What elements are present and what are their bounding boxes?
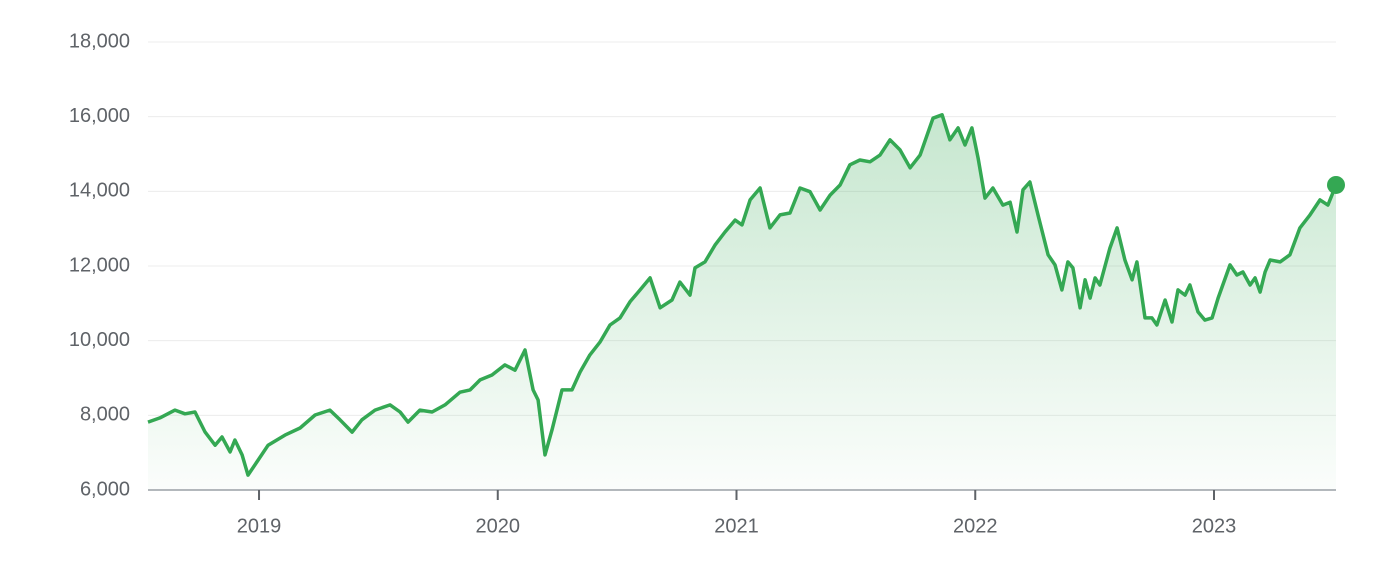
y-tick-label: 18,000 (69, 30, 130, 52)
x-tick-label: 2020 (476, 515, 521, 537)
y-tick-label: 6,000 (80, 478, 130, 500)
y-tick-label: 8,000 (80, 404, 130, 426)
area (148, 114, 1336, 491)
y-tick-label: 12,000 (69, 254, 130, 276)
x-tick-label: 2022 (953, 515, 998, 537)
x-tick-label: 2023 (1192, 515, 1237, 537)
line (147, 113, 1338, 477)
y-tick-label: 16,000 (69, 105, 130, 127)
x-tick-label: 2019 (237, 515, 282, 537)
x-tick-label: 2021 (714, 515, 759, 537)
y-tick-label: 14,000 (69, 180, 130, 202)
end-point (1327, 175, 1345, 194)
y-tick-label: 10,000 (69, 329, 130, 351)
